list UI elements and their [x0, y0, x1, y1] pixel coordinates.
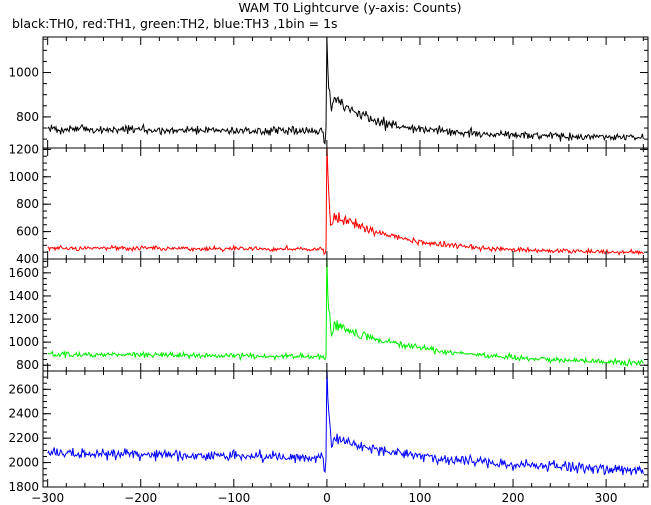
x-axis: −300 −200 −100 0 100 200 300 — [31, 491, 617, 505]
y-tick-label: 1000 — [8, 335, 39, 349]
y-tick-label: 1600 — [8, 266, 39, 280]
y-tick-label: 800 — [16, 197, 39, 211]
y-tick-label: 2200 — [8, 431, 39, 445]
x-tick-label: −100 — [217, 491, 250, 505]
y-tick-label: 800 — [16, 358, 39, 372]
chart-subtitle: black:TH0, red:TH1, green:TH2, blue:TH3 … — [12, 16, 338, 31]
panels-group: 800 1000 400 600 800 1000 1200 800 1000 1200 1400 1… — [8, 36, 649, 494]
y-tick-label: 1000 — [8, 170, 39, 184]
y-tick-label: 2600 — [8, 382, 39, 396]
y-tick-label: 1200 — [8, 142, 39, 156]
y-tick-label: 1400 — [8, 289, 39, 303]
y-tick-label: 600 — [16, 225, 39, 239]
y-tick-label: 2000 — [8, 456, 39, 470]
panel-th0: 800 1000 — [8, 36, 649, 149]
x-tick-label: 200 — [502, 491, 525, 505]
x-tick-label: −200 — [124, 491, 157, 505]
series-line-th0 — [47, 37, 644, 145]
series-line-th3 — [47, 371, 644, 476]
y-tick-label: 1000 — [8, 66, 39, 80]
y-tick-label: 2400 — [8, 407, 39, 421]
x-tick-label: 0 — [323, 491, 331, 505]
x-tick-label: 100 — [409, 491, 432, 505]
y-tick-label: 800 — [16, 110, 39, 124]
series-line-th1 — [47, 148, 644, 256]
panel-frame — [42, 370, 649, 488]
panel-frame — [42, 258, 649, 372]
y-tick-label: 1800 — [8, 480, 39, 494]
panel-frame — [42, 147, 649, 260]
panel-frame — [42, 36, 649, 149]
panel-th3: 1800 2000 2200 2400 2600 — [8, 370, 649, 494]
panel-th1: 400 600 800 1000 1200 — [8, 142, 649, 266]
y-tick-label: 1200 — [8, 312, 39, 326]
panel-th2: 800 1000 1200 1400 1600 — [8, 258, 649, 372]
chart-title: WAM T0 Lightcurve (y-axis: Counts) — [238, 0, 461, 15]
x-tick-label: 300 — [595, 491, 618, 505]
y-tick-label: 400 — [16, 252, 39, 266]
series-line-th2 — [47, 259, 644, 367]
x-tick-label: −300 — [31, 491, 64, 505]
